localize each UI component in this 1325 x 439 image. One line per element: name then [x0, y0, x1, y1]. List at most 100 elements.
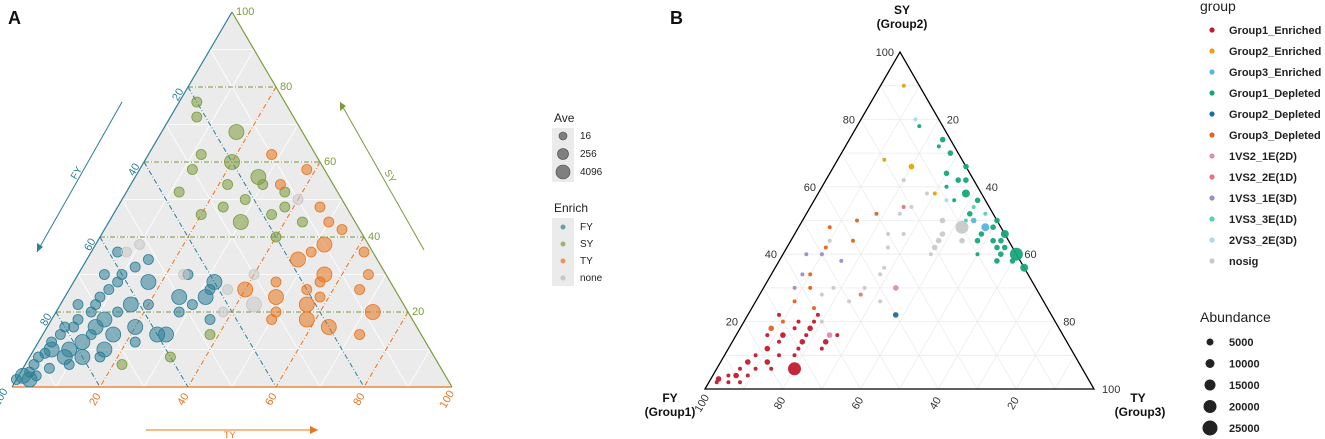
fy-tick-label: 20 [170, 87, 187, 104]
point-a-sy [191, 111, 203, 123]
point-b-group1-enriched [726, 373, 731, 378]
ave-legend-label-3: 4096 [580, 167, 603, 178]
point-b-group3-depleted [851, 238, 855, 243]
point-a-fy [142, 299, 154, 310]
point-b-nosig [847, 299, 852, 304]
point-a-fy [122, 296, 139, 313]
point-b-nosig [827, 238, 832, 243]
point-a-sy [191, 96, 203, 108]
point-b-group1-enriched [777, 353, 781, 358]
point-b-group1-enriched [753, 353, 758, 358]
vertex-label-right: TY [1130, 391, 1145, 405]
point-b-group1-depleted [990, 237, 996, 244]
point-b-group1-enriched [835, 333, 840, 338]
point-a-none [222, 284, 234, 295]
point-b-group1-enriched [738, 380, 742, 385]
point-b-group1-depleted [994, 217, 1000, 224]
point-b-nosig [878, 299, 883, 304]
group-legend-title: group [1200, 0, 1236, 14]
fy-tick-label: 100 [0, 387, 11, 409]
point-b-group1-enriched [764, 345, 771, 352]
point-a-ty [266, 149, 278, 160]
vertex-label-left-sub: (Group1) [645, 405, 696, 419]
point-a-fy [99, 269, 110, 280]
point-a-ty [237, 281, 254, 298]
abundance-legend-dot [1203, 400, 1217, 413]
group-legend-dot [1209, 258, 1215, 264]
point-b-group2-enriched [901, 83, 906, 88]
b-fy-tick-label: 40 [928, 395, 945, 412]
group-legend-dot [1209, 90, 1215, 96]
point-b-group1-depleted [939, 136, 946, 143]
point-b-group1-depleted [1000, 230, 1009, 238]
point-b-1vs2-1e-2d- [826, 332, 833, 338]
point-b-group1-depleted [994, 258, 1000, 264]
point-b-group2-enriched [908, 163, 915, 170]
point-a-ty [354, 284, 366, 295]
point-a-fy [72, 314, 84, 325]
grid-line-b [880, 85, 1056, 390]
point-b-group1-depleted [936, 144, 941, 149]
group-legend-label: Group2_Enriched [1229, 46, 1321, 58]
point-b-group1-enriched [792, 353, 797, 358]
fy-tick-label: 80 [38, 312, 55, 329]
vertex-label-right-sub: (Group3) [1115, 405, 1166, 419]
group-legend-dot [1209, 153, 1215, 159]
point-a-fy [103, 284, 115, 295]
abundance-legend-dot [1204, 379, 1216, 391]
panel-a-points [10, 96, 381, 388]
point-a-ty [316, 236, 333, 253]
ave-legend-label-2: 256 [580, 149, 597, 160]
point-b-group1-depleted [1009, 247, 1023, 261]
point-b-nosig [882, 265, 887, 270]
b-fy-tick-label: 20 [1005, 395, 1022, 412]
enrich-legend-label-none: none [580, 273, 603, 284]
point-b-group1-enriched [715, 376, 722, 382]
point-b-group1-depleted [990, 224, 996, 230]
point-a-ty [354, 329, 366, 340]
group-legend-label: 1VS3_3E(1D) [1229, 214, 1297, 226]
point-a-ty [358, 246, 370, 258]
sy-tick-label: 80 [280, 81, 292, 93]
point-a-fy [46, 336, 57, 348]
ave-legend-label-1: 16 [580, 131, 592, 142]
panel-a-ticks: 20 20 20 40 40 40 60 60 60 80 80 80 100 100 100 [0, 6, 457, 410]
point-a-fy [142, 254, 154, 265]
grid-line-b [1054, 355, 1075, 390]
fy-tick-label: 40 [126, 162, 143, 179]
point-a-fy [140, 274, 157, 290]
fy-arrow [36, 101, 123, 253]
ave-legend-dot-large [555, 164, 571, 180]
group-legend-label: nosig [1229, 256, 1258, 268]
abundance-legend-dot [1205, 359, 1215, 368]
group-legend-label: 2VS3_2E(3D) [1229, 235, 1297, 247]
point-b-group1-enriched [765, 333, 770, 338]
point-a-sy [222, 179, 234, 190]
sy-tick-label: 40 [368, 231, 380, 243]
point-a-ty [314, 291, 326, 303]
point-b-group1-enriched [796, 346, 801, 351]
point-b-2vs3-2e-3d- [913, 117, 918, 122]
point-b-2vs3-2e-3d- [944, 198, 949, 203]
point-b-group1-enriched [764, 359, 771, 365]
abundance-legend: 5000 10000 15000 20000 25000 [1202, 337, 1260, 436]
grid-line-b [1015, 321, 1056, 390]
point-a-fy [171, 289, 188, 305]
point-b-group2-depleted [892, 312, 899, 318]
vertex-label-top-sub: (Group2) [877, 17, 928, 31]
dash-line-fy [143, 161, 277, 388]
point-b-group1-enriched [788, 362, 801, 376]
point-b-group1-depleted [998, 251, 1004, 257]
point-a-ty [268, 289, 284, 305]
point-b-1vs2-1e-2d- [893, 285, 899, 291]
point-b-nosig [819, 319, 824, 324]
ty-arrow-head [310, 426, 318, 434]
point-b-group1-depleted [974, 197, 981, 204]
b-ty-tick-label: 20 [947, 114, 959, 126]
point-b-group1-enriched [815, 312, 820, 317]
point-a-none [246, 296, 262, 313]
point-a-fy [186, 299, 198, 310]
enrich-legend-label-ty: TY [580, 256, 593, 267]
point-a-sy [279, 201, 291, 213]
